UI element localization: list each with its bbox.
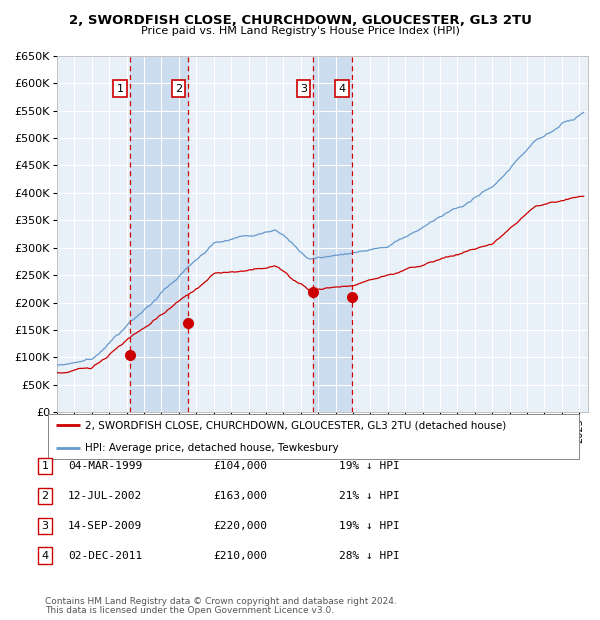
Text: £210,000: £210,000 [213,551,267,560]
Text: 14-SEP-2009: 14-SEP-2009 [68,521,142,531]
Text: 3: 3 [300,84,307,94]
Text: 4: 4 [338,84,346,94]
Text: 12-JUL-2002: 12-JUL-2002 [68,491,142,501]
Text: 21% ↓ HPI: 21% ↓ HPI [339,491,400,501]
Text: £163,000: £163,000 [213,491,267,501]
Text: 2: 2 [175,84,182,94]
Text: 4: 4 [41,551,49,560]
Text: 28% ↓ HPI: 28% ↓ HPI [339,551,400,560]
Text: Contains HM Land Registry data © Crown copyright and database right 2024.: Contains HM Land Registry data © Crown c… [45,597,397,606]
Bar [313,56,352,412]
Text: 2, SWORDFISH CLOSE, CHURCHDOWN, GLOUCESTER, GL3 2TU: 2, SWORDFISH CLOSE, CHURCHDOWN, GLOUCEST… [68,14,532,27]
Text: 2, SWORDFISH CLOSE, CHURCHDOWN, GLOUCESTER, GL3 2TU (detached house): 2, SWORDFISH CLOSE, CHURCHDOWN, GLOUCEST… [85,420,506,430]
Text: 04-MAR-1999: 04-MAR-1999 [68,461,142,471]
Text: 3: 3 [41,521,49,531]
Text: 1: 1 [116,84,124,94]
Text: £220,000: £220,000 [213,521,267,531]
Text: 2: 2 [41,491,49,501]
Bar [130,56,188,412]
Text: 19% ↓ HPI: 19% ↓ HPI [339,521,400,531]
Text: HPI: Average price, detached house, Tewkesbury: HPI: Average price, detached house, Tewk… [85,443,339,453]
Text: 02-DEC-2011: 02-DEC-2011 [68,551,142,560]
Text: This data is licensed under the Open Government Licence v3.0.: This data is licensed under the Open Gov… [45,606,334,615]
Text: £104,000: £104,000 [213,461,267,471]
Text: 19% ↓ HPI: 19% ↓ HPI [339,461,400,471]
Text: Price paid vs. HM Land Registry's House Price Index (HPI): Price paid vs. HM Land Registry's House … [140,26,460,36]
Text: 1: 1 [41,461,49,471]
